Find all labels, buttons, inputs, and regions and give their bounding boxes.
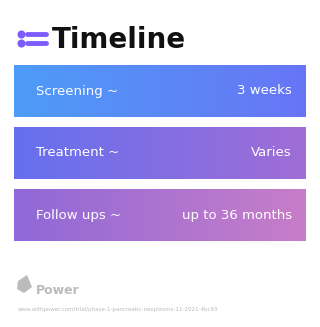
Text: Treatment ~: Treatment ~ [36, 146, 119, 160]
Text: www.withpower.com/trial/phase-1-pancreatic-neoplasms-11-2021-4bc93: www.withpower.com/trial/phase-1-pancreat… [18, 307, 219, 313]
Text: Screening ~: Screening ~ [36, 84, 118, 97]
Text: Varies: Varies [252, 146, 292, 160]
Text: Power: Power [36, 284, 80, 297]
Polygon shape [17, 275, 32, 293]
Text: Timeline: Timeline [52, 26, 186, 54]
Text: Follow ups ~: Follow ups ~ [36, 209, 121, 221]
Text: up to 36 months: up to 36 months [182, 209, 292, 221]
Text: 3 weeks: 3 weeks [237, 84, 292, 97]
